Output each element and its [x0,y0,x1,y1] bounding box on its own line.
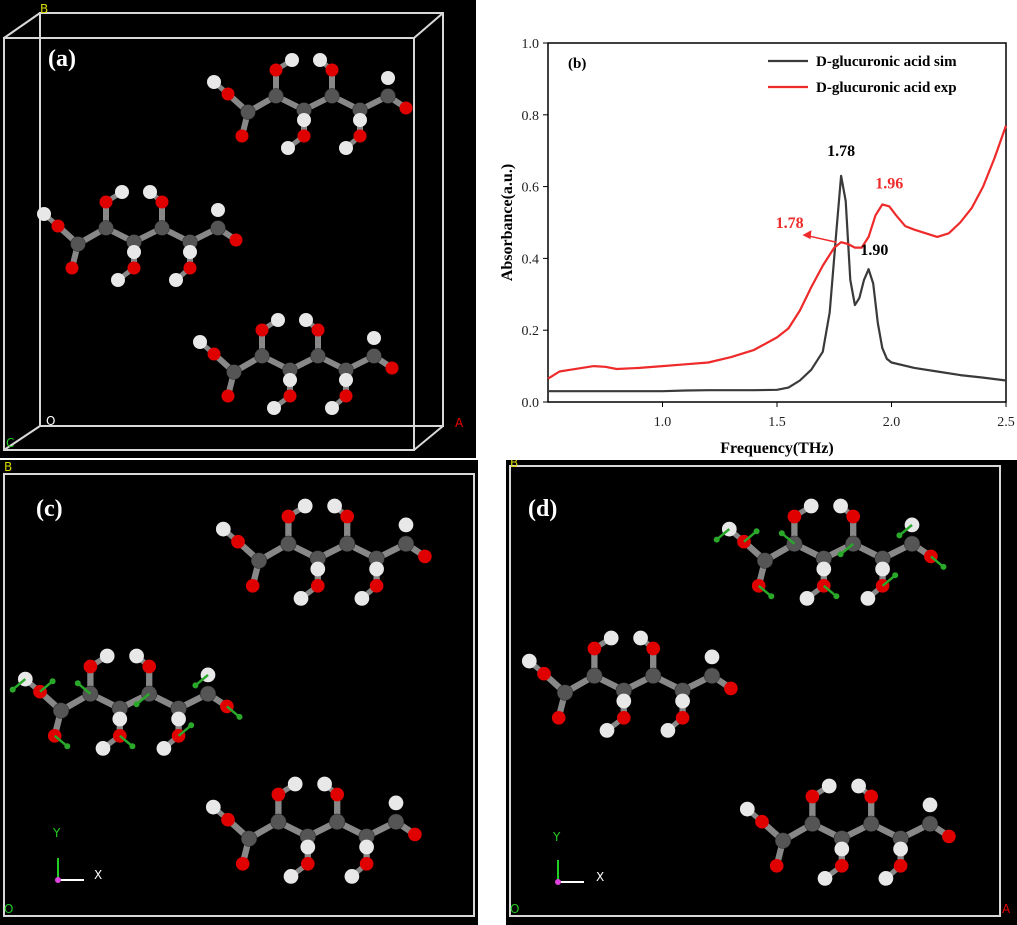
series-line-sim [548,174,1007,393]
panel-label: (c) [36,496,63,522]
x-tick-label: 2.5 [997,415,1015,430]
axis-label-y: Y [553,830,561,844]
axis-label-y: Y [53,826,61,840]
corner-label-o: O [4,902,14,916]
panel-label: (d) [528,496,558,522]
cell-outline [3,473,475,917]
corner-label-c: C [6,436,15,450]
axis-label-x: X [94,868,103,882]
legend-entry: D-glucuronic acid exp [816,80,957,96]
corner-label-a: A [455,416,464,430]
axis-triad [55,858,84,883]
corner-label-b: B [40,2,49,16]
molecules-group [9,498,432,884]
panel-d-vibration-mode: (d) B O A Y X [506,460,1017,925]
x-tick-label: 2.0 [883,415,901,430]
y-tick-label: 0.8 [522,109,540,124]
y-tick-label: 0.4 [522,252,540,267]
axis-label-x: X [596,870,605,884]
peak-annotation: 1.90 [860,242,888,259]
axis-triad [555,860,584,885]
y-tick-label: 0.2 [522,324,540,339]
peak-annotation: 1.78 [827,143,855,160]
panel-a-crystal-structure: (a) B O A C [0,0,476,458]
corner-label-b: B [4,460,13,474]
legend-entry: D-glucuronic acid sim [816,54,957,70]
absorbance-chart: 0.0 0.2 0.4 0.6 0.8 1.0 1.0 1.5 2.0 2.5 Frequency(… [499,37,1015,457]
corner-label-a: A [1002,902,1011,916]
molecules-group [37,53,413,415]
y-tick-label: 1.0 [522,37,540,52]
panel-label: (a) [48,46,76,72]
x-tick-label: 1.5 [768,415,786,430]
corner-label-o: O [510,902,520,916]
panel-label-b: (b) [568,56,586,72]
unit-cell-box [3,12,444,451]
cell-outline [509,465,1001,917]
arrow-head [802,230,812,240]
corner-label-b: B [510,460,519,470]
panel-b-chart: 0.0 0.2 0.4 0.6 0.8 1.0 1.0 1.5 2.0 2.5 Frequency(… [478,0,1017,460]
y-tick-label: 0.6 [522,181,540,196]
molecules-group [521,498,956,886]
x-axis-label: Frequency(THz) [720,440,833,457]
peak-annotation: 1.96 [875,175,903,192]
corner-label-o: O [46,414,56,428]
panel-c-vibration-mode: (c) B O A Y X [0,460,478,925]
x-tick-label: 1.0 [654,415,672,430]
y-tick-label: 0.0 [522,396,540,411]
y-axis-label: Absorbance(a.u.) [499,164,516,281]
peak-annotation: 1.78 [776,215,804,232]
series-line-exp [547,125,1008,380]
